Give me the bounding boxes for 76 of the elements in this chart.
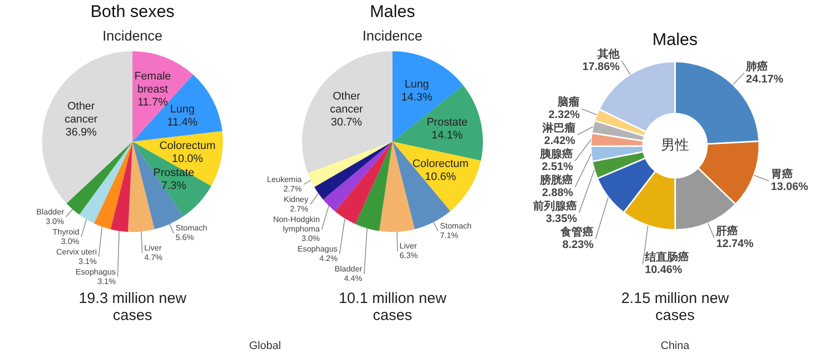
slice-label: 食管癌 — [560, 226, 594, 239]
data-label: 3.35% — [546, 213, 578, 226]
slice-label: Stomach — [176, 224, 208, 233]
slice-label: 胰腺癌 — [539, 148, 574, 161]
slice-label: Non-Hodgkin lymphoma — [273, 214, 320, 234]
data-label: 24.17% — [746, 73, 784, 86]
slice-label: 其他 — [596, 48, 621, 61]
slice-label: 淋巴瘤 — [541, 122, 576, 135]
data-label: 4.4% — [344, 274, 362, 283]
chart-title: Both sexes — [90, 2, 175, 21]
slice-label: Other cancer — [330, 90, 364, 116]
data-label: 2.32% — [548, 109, 580, 122]
slice-label: Leukemia — [267, 174, 302, 184]
slice-label: 前列腺癌 — [532, 200, 578, 213]
slice-label: 胃癌 — [770, 168, 793, 181]
slice-label: 肺癌 — [745, 60, 768, 73]
slice-label: Prostate — [426, 116, 468, 128]
data-label: 11.4% — [167, 116, 198, 128]
data-label: 10.0% — [172, 153, 204, 166]
data-label: 3.0% — [302, 234, 320, 243]
slice-label: Bladder — [334, 264, 363, 274]
slice-label: Esophagus — [76, 267, 116, 276]
data-label: 2.7% — [283, 184, 302, 194]
slice-label: Liver — [400, 242, 418, 251]
slice-label: Thyroid — [52, 227, 80, 236]
data-label: 3.1% — [97, 276, 116, 286]
data-label: 2.7% — [290, 204, 308, 214]
chart-subtitle: Incidence — [102, 28, 163, 44]
data-label: 30.7% — [330, 116, 362, 129]
data-label: 7.3% — [161, 180, 187, 192]
data-label: 6.3% — [400, 251, 418, 260]
slice-label: 脑瘤 — [556, 96, 580, 109]
chart-subtitle: Incidence — [362, 28, 423, 44]
slice-label: 肝癌 — [715, 224, 738, 238]
text: Global — [248, 340, 282, 352]
data-label: 4.7% — [144, 253, 163, 262]
slice-label: Lung — [170, 103, 195, 116]
data-label: 3.1% — [78, 256, 97, 266]
data-label: 7.1% — [440, 231, 458, 240]
data-label: 13.06% — [770, 181, 808, 194]
slice-label: Lung — [404, 78, 430, 91]
text: 2.15 million new cases — [620, 290, 730, 324]
data-label: 14.1% — [431, 129, 463, 142]
data-label: 3.0% — [46, 216, 64, 226]
chart-title: Males — [652, 30, 698, 49]
data-label: 5.6% — [176, 233, 194, 242]
data-label: 8.23% — [562, 239, 594, 252]
data-label: 10.46% — [644, 264, 682, 276]
data-label: 11.7% — [137, 96, 168, 108]
slice-label: Kidney — [284, 194, 308, 204]
data-label: 2.42% — [544, 135, 576, 148]
chart-title: Males — [370, 2, 416, 21]
slice-label: Female breast — [134, 70, 172, 96]
data-label: 17.86% — [582, 61, 620, 74]
text: 10.1 million new cases — [338, 290, 448, 324]
slice-label: Other cancer — [64, 100, 98, 126]
slice-label: Bladder — [36, 207, 64, 216]
data-label: 12.74% — [716, 238, 754, 250]
text: China — [660, 340, 690, 352]
slice-label: 膀胱癌 — [539, 174, 574, 187]
slice-label: Cervix uteri — [56, 247, 97, 256]
data-label: 10.6% — [424, 171, 456, 184]
data-label: 2.88% — [542, 187, 574, 200]
data-label: 3.0% — [61, 236, 80, 246]
text: 男性 — [661, 136, 689, 153]
slice-label: Colorectum — [159, 140, 216, 152]
slice-label: 结直肠癌 — [644, 250, 689, 264]
data-label: 4.2% — [319, 254, 338, 263]
data-label: 2.51% — [542, 161, 574, 174]
slice-label: Liver — [144, 244, 162, 253]
data-label: 14.3% — [401, 92, 433, 104]
data-label: 36.9% — [65, 126, 97, 138]
text: 19.3 million new cases — [78, 290, 188, 324]
slice-label: Stomach — [440, 222, 472, 231]
slice-label: Esophagus — [298, 244, 338, 254]
slice-label: Colorectum — [412, 158, 469, 170]
